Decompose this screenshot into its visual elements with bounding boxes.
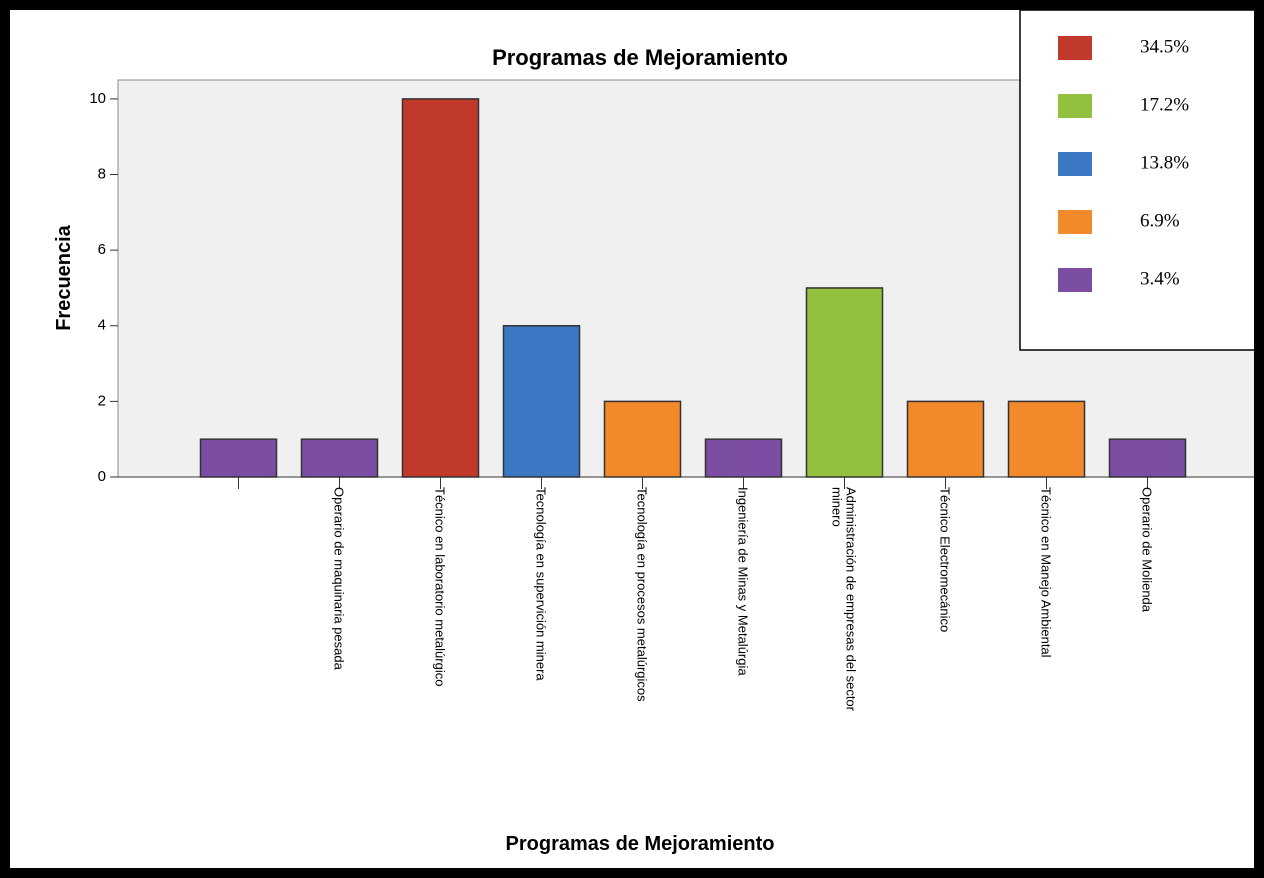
x-tick-label: Administración de empresas del sector mi… [830,487,859,715]
x-tick-label: Operario de Molienda [1140,487,1155,613]
bar [603,400,682,478]
legend-label: 34.5% [1140,36,1189,57]
legend-label: 17.2% [1140,94,1189,115]
bar [1108,438,1187,478]
bar [502,325,581,478]
bar [300,438,379,478]
y-tick-label: 8 [98,165,106,182]
bar [401,98,480,478]
chart-title: Programas de Mejoramiento [492,45,788,70]
legend-label: 3.4% [1140,268,1180,289]
bars [199,98,1187,478]
bar [704,438,783,478]
x-tick-label: Tecnología en procesos metalúrgicos [635,487,650,702]
x-tick-label: Técnico en Manejo Ambiental [1039,487,1054,658]
x-tick-label: Operario de maquinaria pesada [332,487,347,671]
y-tick-label: 10 [89,90,106,107]
x-axis-title: Programas de Mejoramiento [506,833,775,855]
legend-label: 13.8% [1140,152,1189,173]
x-tick-label: Tecnología en supervición minera [534,487,549,681]
legend [1019,9,1264,351]
x-tick-label: Técnico en laboratorio metalúrgico [433,487,448,686]
legend-swatch [1058,210,1092,234]
y-axis-title: Frecuencia [53,224,75,330]
x-tick-label-line: minero [830,487,845,527]
bar [906,400,985,478]
bar [199,438,278,478]
legend-swatch [1058,94,1092,118]
y-tick-label: 2 [98,392,106,409]
y-tick-label: 6 [98,241,106,258]
bar [1007,400,1086,478]
x-tick-label: Técnico Electromecánico [938,487,953,632]
y-tick-label: 4 [98,317,106,334]
y-tick-label: 0 [98,468,106,485]
x-tick-label-line: Administración de empresas del sector [844,487,859,715]
legend-label: 6.9% [1140,210,1180,231]
legend-swatch [1058,36,1092,60]
legend-swatch [1058,152,1092,176]
legend-swatch [1058,268,1092,292]
bar [805,287,884,478]
x-tick-label: Ingeniería de Minas y Metalúrgia [736,487,751,676]
